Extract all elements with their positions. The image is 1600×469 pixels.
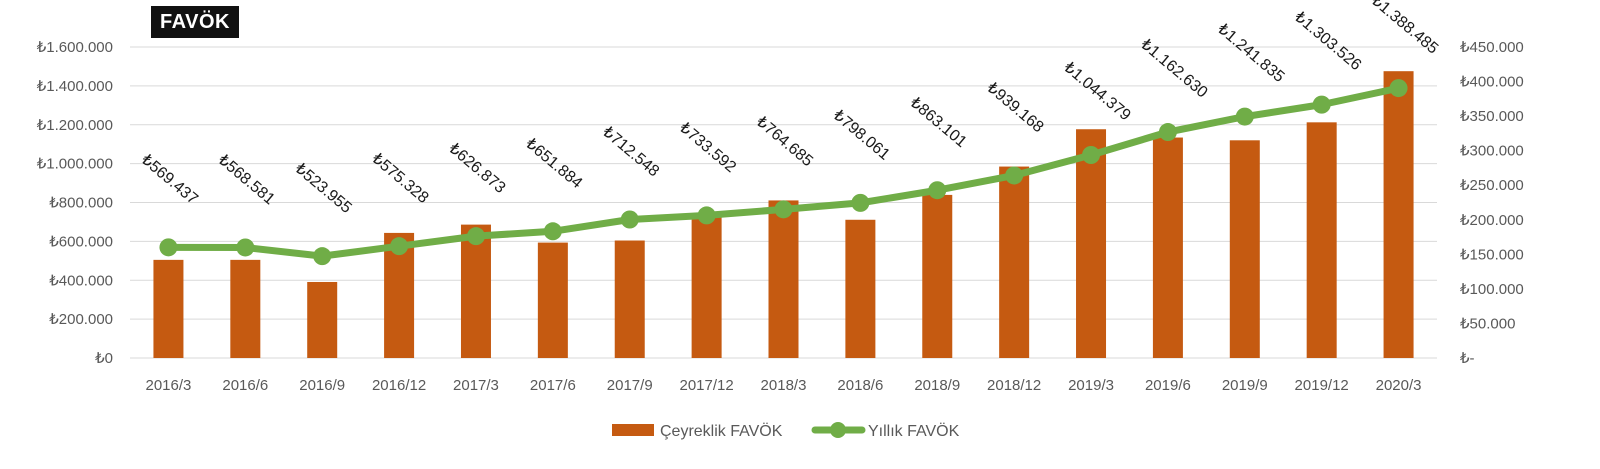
line-point	[313, 247, 332, 266]
left-tick-label: ₺1.400.000	[37, 78, 113, 95]
bar	[230, 259, 261, 358]
x-tick-label: 2018/9	[914, 377, 960, 394]
bar	[845, 219, 876, 358]
data-label: ₺626.873	[445, 140, 508, 197]
line-point	[1005, 166, 1024, 185]
right-tick-label: ₺100.000	[1460, 281, 1524, 298]
bar	[153, 259, 184, 358]
x-tick-label: 2017/12	[680, 377, 734, 394]
right-tick-label: ₺-	[1460, 350, 1475, 367]
right-tick-label: ₺400.000	[1460, 74, 1524, 91]
line-point	[774, 200, 793, 219]
left-axis-ticks: ₺0 ₺200.000 ₺400.000 ₺600.000 ₺800.000 ₺1.000…	[37, 39, 113, 367]
bar	[922, 194, 953, 358]
bar	[1306, 122, 1337, 358]
bar	[307, 281, 338, 358]
left-tick-label: ₺1.600.000	[37, 39, 113, 56]
bar	[1229, 140, 1260, 358]
bar	[537, 242, 568, 358]
data-label: ₺798.061	[830, 107, 893, 164]
line-point	[697, 206, 716, 225]
x-tick-label: 2017/9	[607, 377, 653, 394]
bar	[999, 166, 1030, 358]
bar	[460, 224, 491, 358]
x-axis-ticks: 2016/3 2016/6 2016/9 2016/12 2017/3 2017/6 201…	[145, 377, 1421, 394]
left-tick-label: ₺400.000	[49, 272, 113, 289]
line-point	[851, 193, 870, 212]
x-tick-label: 2019/12	[1295, 377, 1349, 394]
data-label: ₺1.162.630	[1137, 36, 1210, 101]
legend: Çeyreklik FAVÖK Yıllık FAVÖK	[612, 422, 960, 440]
legend-label-line: Yıllık FAVÖK	[868, 422, 960, 440]
data-label: ₺523.955	[292, 160, 355, 217]
line-point	[1312, 95, 1331, 114]
bar	[1383, 71, 1414, 358]
bar	[1152, 137, 1183, 358]
line-point	[1389, 79, 1408, 98]
data-label: ₺1.388.485	[1368, 0, 1441, 58]
left-tick-label: ₺800.000	[49, 195, 113, 212]
data-label: ₺939.168	[984, 79, 1047, 136]
line-point	[1235, 107, 1254, 126]
line-point	[466, 227, 485, 246]
right-axis-ticks: ₺- ₺50.000 ₺100.000 ₺150.000 ₺200.000 ₺250.00…	[1460, 39, 1524, 367]
left-tick-label: ₺1.200.000	[37, 117, 113, 134]
x-tick-label: 2016/9	[299, 377, 345, 394]
right-tick-label: ₺50.000	[1460, 315, 1515, 332]
line-point	[1082, 145, 1101, 164]
legend-swatch-marker	[830, 422, 846, 438]
line-point	[928, 181, 947, 200]
x-tick-label: 2018/12	[987, 377, 1041, 394]
bar	[614, 240, 645, 358]
x-tick-label: 2018/3	[761, 377, 807, 394]
bar	[768, 200, 799, 358]
x-tick-label: 2017/6	[530, 377, 576, 394]
left-tick-label: ₺0	[95, 350, 113, 367]
x-tick-label: 2016/3	[145, 377, 191, 394]
line-point	[236, 238, 255, 257]
x-tick-label: 2017/3	[453, 377, 499, 394]
x-tick-label: 2019/9	[1222, 377, 1268, 394]
data-label: ₺764.685	[753, 113, 816, 170]
line-point	[159, 238, 178, 257]
right-tick-label: ₺250.000	[1460, 177, 1524, 194]
data-label: ₺569.437	[138, 151, 201, 208]
right-tick-label: ₺450.000	[1460, 39, 1524, 56]
data-label: ₺575.328	[369, 150, 432, 207]
legend-swatch-bar	[612, 424, 654, 436]
right-tick-label: ₺350.000	[1460, 108, 1524, 125]
x-tick-label: 2018/6	[837, 377, 883, 394]
right-tick-label: ₺300.000	[1460, 143, 1524, 160]
legend-label-bar: Çeyreklik FAVÖK	[660, 422, 783, 440]
data-label: ₺863.101	[907, 94, 970, 151]
line-point	[1158, 123, 1177, 142]
left-tick-label: ₺600.000	[49, 233, 113, 250]
data-label: ₺1.241.835	[1214, 21, 1287, 86]
bar	[1076, 129, 1107, 358]
line-point	[543, 222, 562, 241]
data-label: ₺733.592	[676, 119, 739, 176]
x-tick-label: 2020/3	[1376, 377, 1422, 394]
x-tick-label: 2019/6	[1145, 377, 1191, 394]
x-tick-label: 2019/3	[1068, 377, 1114, 394]
right-tick-label: ₺150.000	[1460, 246, 1524, 263]
line-point	[620, 210, 639, 229]
bar-series	[153, 71, 1414, 358]
left-tick-label: ₺200.000	[49, 311, 113, 328]
line-point	[390, 237, 409, 256]
data-label: ₺1.044.379	[1060, 59, 1133, 124]
data-label: ₺1.303.526	[1291, 9, 1364, 74]
line-series	[159, 79, 1408, 266]
data-label: ₺712.548	[599, 124, 662, 181]
x-tick-label: 2016/6	[222, 377, 268, 394]
right-tick-label: ₺200.000	[1460, 212, 1524, 229]
x-tick-label: 2016/12	[372, 377, 426, 394]
bar	[691, 217, 722, 358]
chart-title: FAVÖK	[151, 6, 239, 38]
left-tick-label: ₺1.000.000	[37, 156, 113, 173]
data-label: ₺568.581	[215, 152, 278, 209]
